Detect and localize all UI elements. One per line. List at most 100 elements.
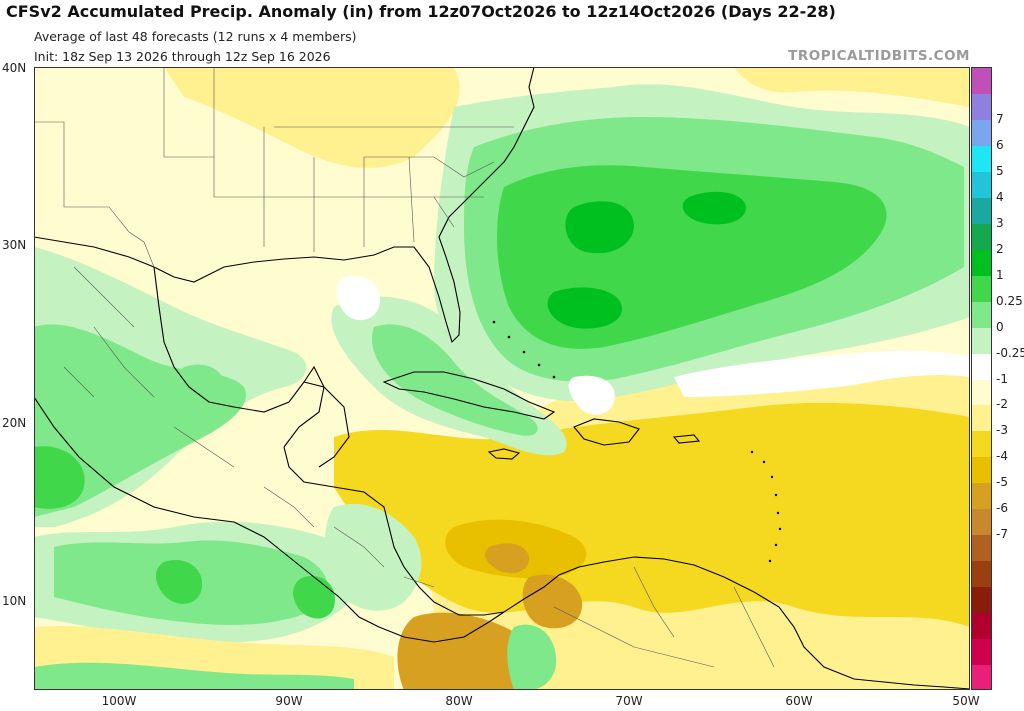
colorbar-tick-label: 5 [996,163,1004,178]
antilles-island [774,543,778,547]
colorbar-cell [972,327,991,355]
bahamas-island [522,350,526,354]
centam-caribbean-coastline [283,446,970,690]
colorbar-cell [972,353,991,380]
colorbar-cell [972,379,991,406]
init-subtitle: Init: 18z Sep 13 2026 through 12z Sep 16… [34,49,331,64]
site-watermark: TROPICALTIDBITS.COM [788,48,970,64]
panama-dry-deep [397,612,528,690]
colorbar-cell [972,665,991,689]
lon-label-80w: 80W [445,694,473,708]
antilles-island [750,450,754,454]
puerto-rico-coastline [672,434,701,444]
colorbar-tick-label: 0 [996,319,1004,334]
colorbar-tick-label: -3 [996,423,1008,438]
colorbar-cell [972,613,991,640]
bahamas-island [537,363,541,367]
jamaica-coastline [487,448,521,460]
hispaniola-coastline [573,418,640,446]
lesser-antilles [492,320,782,563]
colorbar-tick-label: -7 [996,527,1008,542]
lat-label-30n: 30N [2,238,27,252]
colorbar-cell [972,639,991,666]
atlantic-wet-max-3 [547,287,623,329]
political-borders [34,67,775,668]
colorbar-cell [972,535,991,562]
colombia-dry-deep [522,574,583,629]
bahamas-island [552,375,556,379]
lat-label-10n: 10N [2,594,27,608]
bahamas-island [492,320,496,324]
lon-label-70w: 70W [615,694,643,708]
mexico-gulf-coastline [153,266,325,448]
antilles-island [776,511,780,515]
antilles-island [770,475,774,479]
antilles-island [762,460,766,464]
colorbar-cell [972,249,991,277]
antilles-island [774,493,778,497]
lat-label-40n: 40N [2,61,27,75]
northeast-dry-mid [734,67,970,107]
cuba-wet-mid [372,324,538,436]
colorbar-tick-label: 2 [996,241,1004,256]
colorbar-cell [972,509,991,536]
colorbar-tick-label: -6 [996,501,1008,516]
colorbar-tick-label: -0.25 [996,345,1024,360]
colorbar-tick-label: -2 [996,397,1008,412]
colorbar-tick-label: -1 [996,371,1008,386]
colorbar-tick-label: 3 [996,215,1004,230]
lat-label-20n: 20N [2,416,27,430]
border-states-3 [364,156,495,228]
border-centam [263,486,435,588]
antilles-island [778,527,782,531]
map-frame [34,67,970,690]
lon-label-60w: 60W [785,694,813,708]
yucatan-coastline [303,381,350,468]
colorbar-cell [972,68,991,95]
pacific-wet-strong-2 [292,576,335,619]
colorbar-tick-label: 1 [996,267,1004,282]
colorbar-cell [972,171,991,199]
colorbar-cell [972,587,991,614]
colorbar-cell [972,275,991,303]
ensemble-subtitle: Average of last 48 forecasts (12 runs x … [34,29,357,44]
zero-band-gulf [336,276,380,321]
atlantic-wet-max-1 [565,201,634,254]
border-states-2 [213,67,514,252]
border-mexico-states [63,266,235,468]
colorbar-tick-label: 7 [996,111,1004,126]
antilles-island [768,559,772,563]
colorbar-tick-label: 4 [996,189,1004,204]
pacific-wet-strong-1 [155,559,203,604]
colorbar-cell [972,119,991,147]
us-coastline [34,67,535,344]
caribbean-dry-deep-2 [484,543,529,574]
colorbar-cell [972,197,991,225]
colorbar-cell [972,483,991,510]
colorbar-cell [972,457,991,484]
north-dry-mid [164,67,460,168]
mexico-wet-strong [34,446,85,509]
colorbar-cell [972,431,991,458]
pacific-coastline [34,396,505,643]
pacific-wet-south [34,662,354,690]
border-us-mexico [34,121,155,268]
colorbar-cell [972,93,991,121]
colorbar-cell [972,561,991,588]
lon-label-100w: 100W [101,694,137,708]
colorbar-cell [972,223,991,251]
coastlines [34,67,970,690]
centam-wet-light [324,503,422,611]
colorbar-cell [972,301,991,329]
colorbar-tick-label: -4 [996,449,1008,464]
colorbar-tick-label: 0.25 [996,293,1023,308]
colorbar-tick-label: -5 [996,475,1008,490]
lon-label-50w: 50W [952,694,980,708]
colorbar-tick-label: 6 [996,137,1004,152]
colorbar [971,67,992,690]
bahamas-island [507,335,511,339]
zero-band-atlantic [674,350,970,397]
yucatan-wet-mid [175,364,227,420]
colorbar-cell [972,145,991,173]
chart-title: CFSv2 Accumulated Precip. Anomaly (in) f… [6,2,836,21]
